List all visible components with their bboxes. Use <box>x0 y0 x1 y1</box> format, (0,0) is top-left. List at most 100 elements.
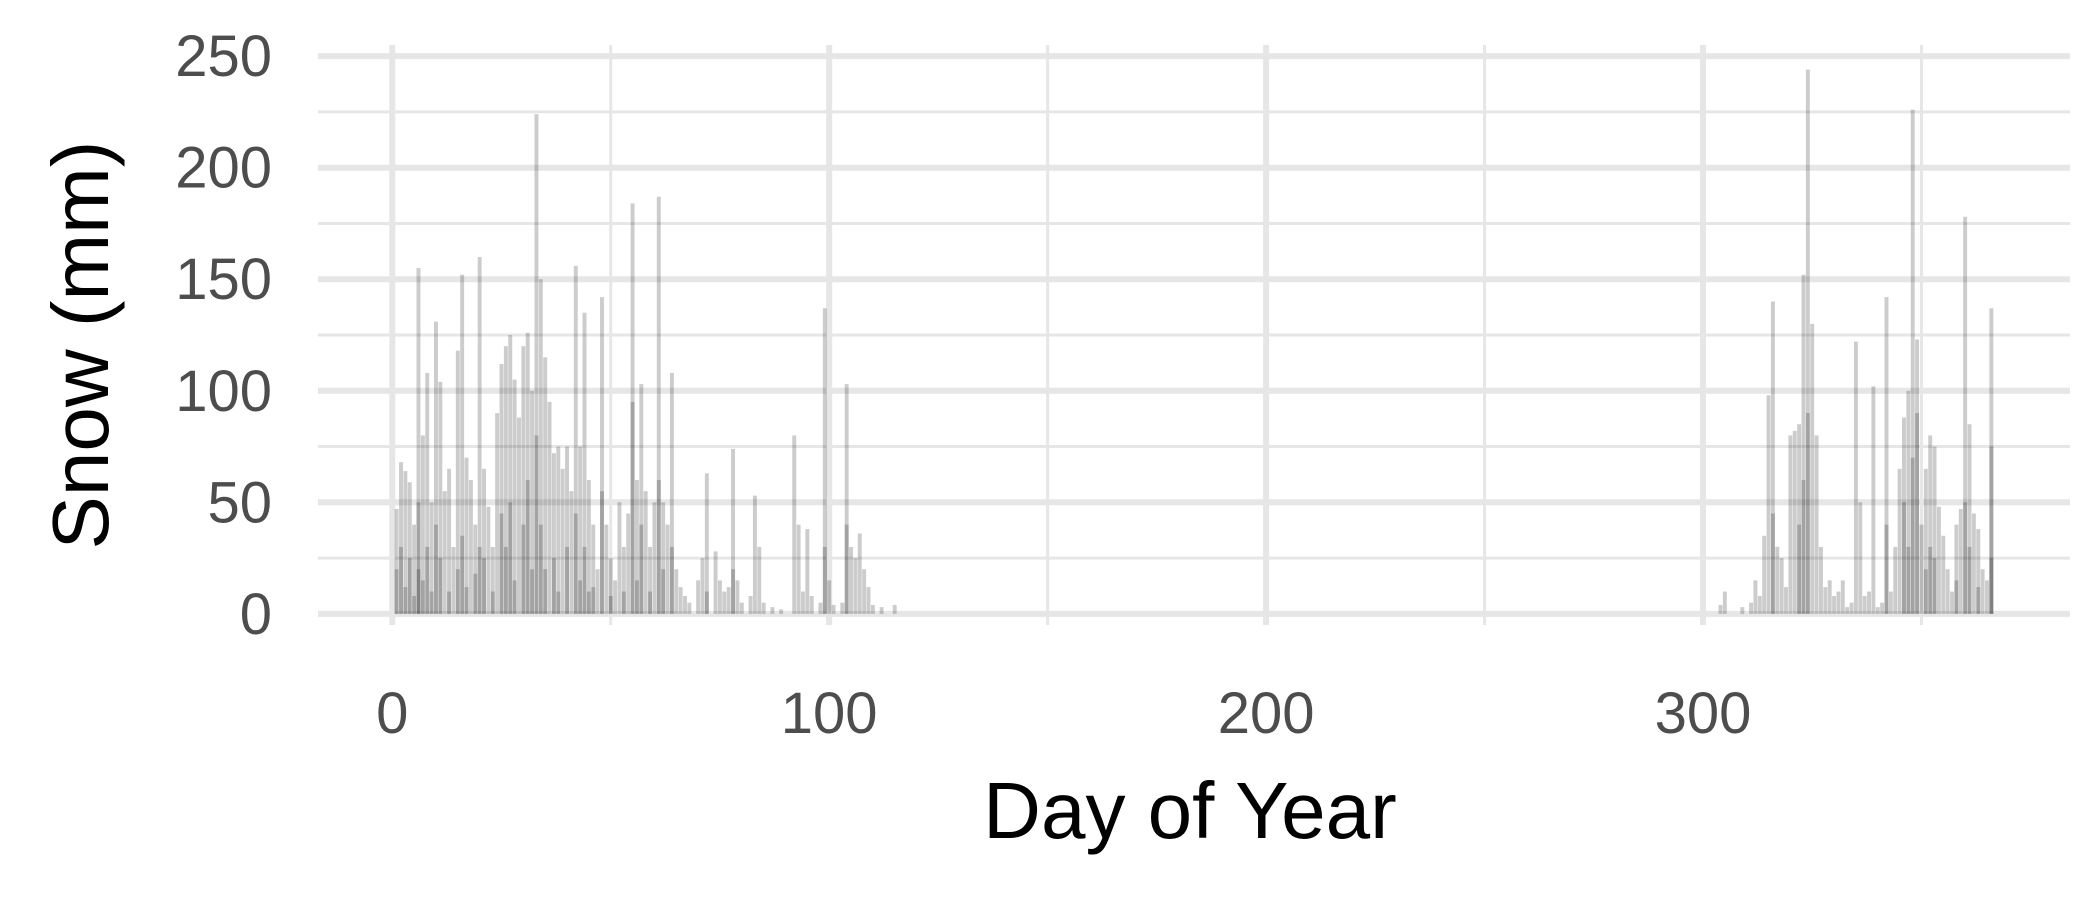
snow-bar <box>1985 580 1989 614</box>
snow-bar <box>473 524 478 614</box>
y-tick-label: 250 <box>175 24 272 89</box>
snow-bar <box>639 384 644 614</box>
snow-bar <box>1893 546 1898 614</box>
snow-bar <box>525 332 530 614</box>
snow-bar <box>1932 558 1937 614</box>
snow-bar <box>731 448 736 614</box>
snow-bar <box>735 580 740 614</box>
snow-bar <box>1919 524 1924 614</box>
snow-bar <box>560 468 565 614</box>
snow-bar <box>717 580 722 614</box>
y-tick-label: 200 <box>175 136 272 201</box>
snow-bar <box>1902 417 1906 614</box>
snow-bar <box>1945 569 1950 614</box>
snow-bar <box>586 591 591 614</box>
snow-bar <box>1915 413 1920 614</box>
snow-bar <box>1722 591 1727 614</box>
snow-bar <box>1875 607 1880 614</box>
snow-bar <box>503 346 508 614</box>
snow-bar <box>508 502 513 614</box>
snow-bar <box>416 569 421 614</box>
snow-bar <box>394 569 399 614</box>
snow-bar <box>608 558 613 614</box>
y-axis-title: Snow (mm) <box>36 141 125 550</box>
snow-bar <box>1954 524 1959 614</box>
snow-bar <box>591 587 596 614</box>
x-tick-label: 300 <box>1655 681 1752 746</box>
snow-bar <box>438 558 443 614</box>
snow-bar <box>534 114 539 614</box>
snow-bar <box>534 435 539 614</box>
x-tick-label: 200 <box>1218 681 1315 746</box>
snow-bar <box>704 473 709 614</box>
x-axis-title: Day of Year <box>983 766 1397 855</box>
x-tick-labels: 0 100 200 300 <box>376 681 1751 746</box>
snow-bar <box>1989 558 1994 614</box>
snow-bar <box>818 602 823 614</box>
snow-bar <box>1928 546 1933 614</box>
snow-bar <box>634 580 639 614</box>
snow-bar <box>569 491 574 614</box>
snow-bar <box>1845 607 1850 614</box>
snow-bar <box>1862 596 1867 614</box>
snow-bar <box>464 457 469 614</box>
x-tick-label: 0 <box>376 681 408 746</box>
snow-bar <box>1897 468 1902 614</box>
snow-bar <box>1967 424 1972 614</box>
snow-bar <box>809 596 814 614</box>
snow-bar <box>1757 596 1762 614</box>
y-tick-label: 0 <box>240 582 272 647</box>
snow-bar <box>595 569 600 614</box>
snow-bar <box>1871 386 1876 614</box>
snow-bar <box>582 546 587 614</box>
snow-bar <box>455 569 460 614</box>
snow-bar <box>512 580 517 614</box>
snow-bar <box>600 297 604 614</box>
snow-bar <box>468 480 473 614</box>
snow-bar <box>608 596 613 614</box>
snow-bar <box>394 509 399 614</box>
snow-bar <box>399 546 403 614</box>
snow-bar <box>1858 502 1863 614</box>
snow-bar <box>879 607 884 614</box>
snow-bar <box>1963 216 1968 614</box>
snow-bar <box>547 401 552 614</box>
snow-bar <box>578 446 583 614</box>
snow-bar <box>1818 546 1823 614</box>
snow-bar <box>1849 602 1854 614</box>
snow-bar <box>447 468 452 614</box>
y-tick-labels: 0 50 100 150 200 250 <box>175 24 272 647</box>
snow-bar <box>831 604 836 614</box>
snow-bar <box>1923 468 1928 614</box>
snow-bar <box>748 596 753 614</box>
snow-bar <box>525 480 530 614</box>
snow-bar <box>416 502 421 614</box>
snow-bar <box>683 596 687 614</box>
snow-bar <box>674 569 679 614</box>
snow-bar <box>1840 580 1845 614</box>
snow-bar <box>678 587 683 614</box>
snow-bar <box>1989 308 1994 614</box>
y-tick-label: 100 <box>175 359 272 424</box>
snow-bar <box>530 569 535 614</box>
snow-bar <box>700 558 705 614</box>
snow-bar <box>1867 591 1871 614</box>
y-tick-label: 150 <box>175 247 272 312</box>
snow-bar <box>1788 435 1793 614</box>
snow-bar <box>1958 509 1963 614</box>
snow-bar <box>1971 513 1976 614</box>
snow-bar <box>1784 587 1788 614</box>
snow-bar <box>442 491 447 614</box>
snow-bar <box>752 495 757 614</box>
snow-bar <box>556 446 561 614</box>
snow-bar <box>1853 341 1858 614</box>
snow-bar <box>652 502 657 614</box>
snow-bar <box>801 591 805 614</box>
snow-bar <box>827 580 832 614</box>
snow-bar <box>551 453 556 614</box>
snow-bar <box>805 529 810 614</box>
snow-bar <box>1766 395 1771 614</box>
snow-bar <box>687 602 692 614</box>
snow-bar <box>1827 580 1832 614</box>
